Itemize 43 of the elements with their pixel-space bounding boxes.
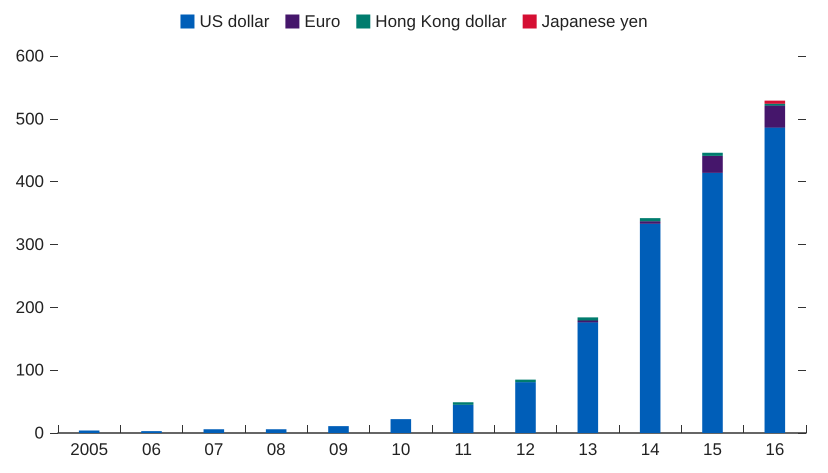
x-tick-label: 16 xyxy=(765,440,784,459)
x-tick-label: 2005 xyxy=(70,440,108,459)
legend-label: Euro xyxy=(304,12,340,31)
y-tick-label: 300 xyxy=(16,235,44,254)
bar xyxy=(702,156,723,173)
bar xyxy=(764,106,786,128)
bar xyxy=(204,429,224,433)
bar xyxy=(452,404,474,433)
x-tick-label: 08 xyxy=(266,440,286,459)
x-tick-label: 07 xyxy=(204,440,224,459)
x-tick-label: 13 xyxy=(578,440,598,459)
bar xyxy=(578,317,598,321)
y-tick-label: 0 xyxy=(34,424,44,442)
y-tick-label: 100 xyxy=(16,360,44,380)
x-tick-label: 10 xyxy=(391,440,410,459)
bar xyxy=(515,380,536,382)
bar xyxy=(764,100,786,104)
bar xyxy=(578,322,598,433)
x-tick-label: 14 xyxy=(640,440,660,459)
legend-label: Hong Kong dollar xyxy=(375,12,508,31)
x-tick-label: 12 xyxy=(516,440,535,459)
x-tick-label: 15 xyxy=(703,440,722,459)
bar xyxy=(78,430,100,433)
bar xyxy=(515,382,536,433)
y-tick-label: 600 xyxy=(16,46,44,66)
y-tick-label: 500 xyxy=(16,109,44,128)
bar xyxy=(640,224,660,433)
x-tick-label: 06 xyxy=(142,440,161,459)
legend-label: Japanese yen xyxy=(542,12,648,31)
bar xyxy=(266,429,286,433)
x-tick-label: 09 xyxy=(329,440,348,459)
bar xyxy=(702,152,723,156)
bar xyxy=(640,218,660,222)
y-tick-label: 400 xyxy=(16,172,44,192)
bar xyxy=(328,426,349,433)
legend-label: US dollar xyxy=(199,12,270,31)
bar xyxy=(702,172,723,433)
bar xyxy=(390,419,412,433)
bar xyxy=(452,402,474,405)
bar xyxy=(764,128,786,433)
y-tick-label: 200 xyxy=(16,298,44,317)
x-tick-label: 11 xyxy=(454,440,472,459)
bar xyxy=(640,221,660,224)
